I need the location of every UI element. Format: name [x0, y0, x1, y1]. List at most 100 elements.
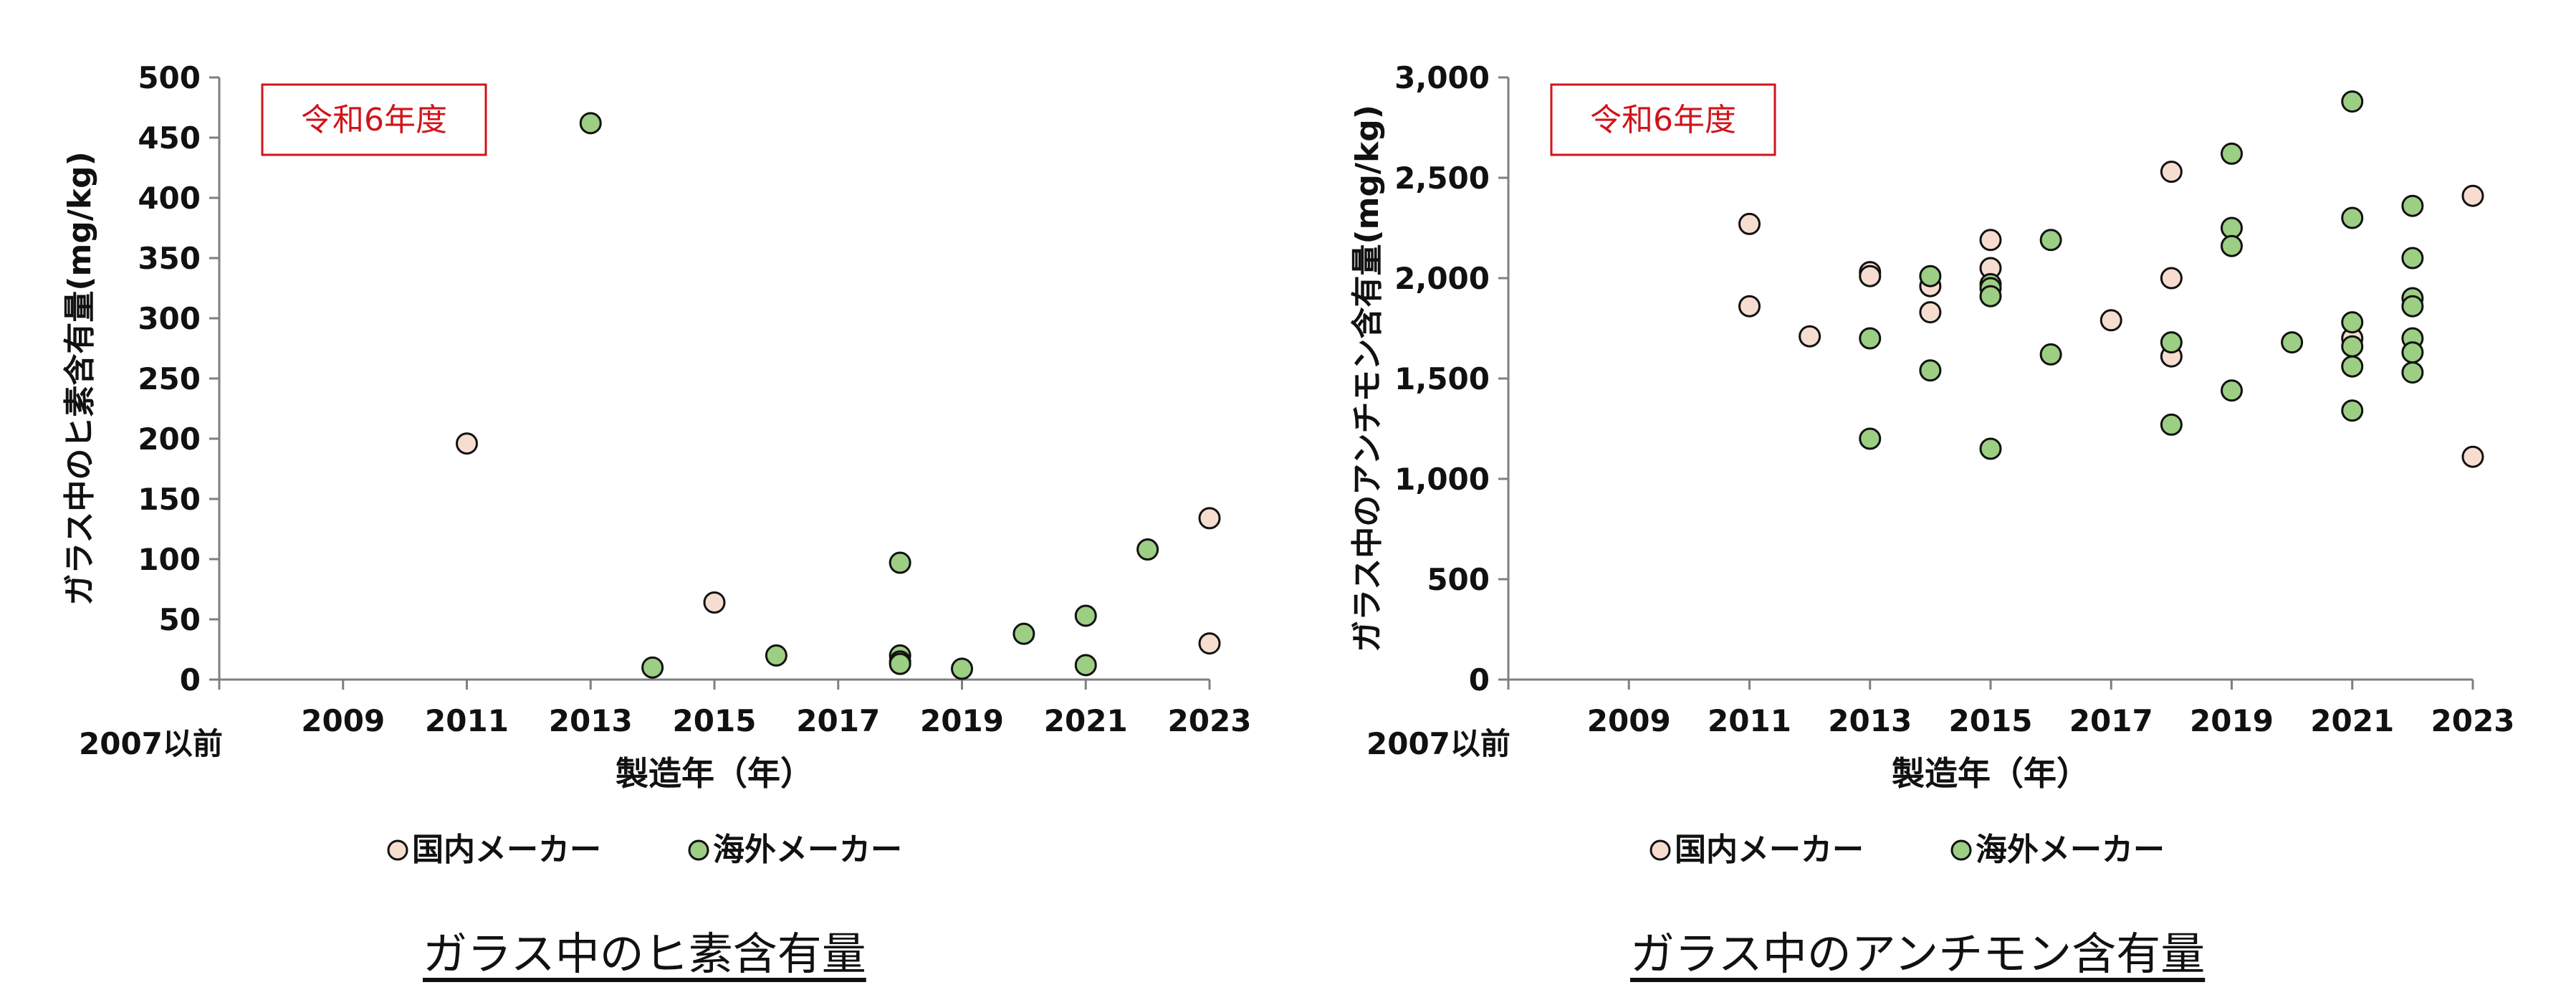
y-tick-label: 0 [180, 662, 201, 697]
domestic-data-point [1859, 265, 1882, 287]
legend-domestic-marker [387, 839, 408, 861]
y-tick-label: 500 [138, 60, 201, 95]
overseas-data-point [2401, 295, 2424, 318]
domestic-data-point [1198, 632, 1221, 655]
antimony-chart-panel: 0 500 1,000 1,500 2,000 2,500 3,000 2007以前 2009 2… [1288, 0, 2576, 1000]
y-tick-label: 2,500 [1394, 161, 1490, 196]
domestic-data-point [456, 432, 478, 455]
domestic-data-point [2461, 445, 2484, 468]
arsenic-scatter-chart: 0 50 100 150 200 250 300 350 400 450 500 2007以前 2009… [62, 60, 1252, 868]
x-tick-label: 2011 [425, 703, 509, 738]
year-badge-label: 令和6年度 [301, 102, 447, 138]
domestic-data-point [1799, 325, 1821, 348]
overseas-data-point [1979, 437, 2002, 460]
legend-domestic-label: 国内メーカー [1675, 832, 1864, 868]
domestic-data-point [1198, 507, 1221, 530]
overseas-data-point [1859, 327, 1882, 350]
y-tick-label: 400 [138, 181, 201, 216]
x-tick-label: 2013 [549, 703, 633, 738]
antimony-scatter-chart: 0 500 1,000 1,500 2,000 2,500 3,000 2007以前 2009 2… [1349, 60, 2515, 868]
legend-overseas-label: 海外メーカー [713, 832, 902, 868]
x-tick-label: 2017 [2069, 703, 2153, 738]
x-tick-label: 2019 [2190, 703, 2274, 738]
y-tick-label: 200 [138, 422, 201, 457]
antimony-chart-title: ガラス中のアンチモン含有量 [1630, 928, 2206, 980]
overseas-data-point [2341, 90, 2364, 113]
domestic-data-point [1738, 212, 1761, 235]
overseas-data-point [641, 656, 664, 679]
domestic-data-point [1979, 229, 2002, 252]
legend-domestic-marker [1649, 839, 1671, 861]
x-tick-label: 2015 [1949, 703, 2033, 738]
overseas-data-point [1919, 265, 1942, 287]
x-tick-label: 2011 [1708, 703, 1791, 738]
overseas-data-point [2221, 234, 2243, 257]
legend-overseas-label: 海外メーカー [1976, 832, 2165, 868]
overseas-data-point [2039, 229, 2062, 252]
x-tick-label: 2007以前 [1366, 726, 1510, 761]
year-badge-box [1550, 83, 1776, 156]
y-tick-label: 500 [1427, 562, 1490, 597]
y-tick-label: 100 [138, 542, 201, 577]
x-tick-label: 2009 [301, 703, 385, 738]
legend-overseas-marker [688, 839, 709, 861]
arsenic-chart-title: ガラス中のヒ素含有量 [423, 928, 866, 980]
overseas-data-point [1859, 427, 1882, 450]
y-tick-label: 1,500 [1394, 361, 1490, 396]
y-tick-label: 3,000 [1394, 60, 1490, 95]
overseas-data-point [2039, 343, 2062, 366]
overseas-data-point [2401, 341, 2424, 364]
x-tick-label: 2023 [2431, 703, 2515, 738]
arsenic-chart-panel: 0 50 100 150 200 250 300 350 400 450 500 2007以前 2009… [62, 60, 1252, 868]
y-tick-label: 450 [138, 120, 201, 156]
x-tick-label: 2015 [673, 703, 757, 738]
overseas-data-point [951, 657, 973, 680]
legend-domestic-label: 国内メーカー [412, 832, 601, 868]
legend-overseas-marker [1950, 839, 1972, 861]
year-badge-box [261, 83, 487, 156]
x-tick-label: 2019 [920, 703, 1004, 738]
y-tick-label: 50 [159, 602, 201, 637]
y-tick-label: 1,000 [1394, 462, 1490, 497]
overseas-data-point [1074, 604, 1097, 627]
overseas-data-point [2160, 331, 2183, 354]
overseas-data-point [1979, 285, 2002, 308]
x-tick-label: 2021 [2310, 703, 2394, 738]
x-tick-label: 2013 [1828, 703, 1912, 738]
overseas-data-point [2221, 379, 2243, 402]
overseas-data-point [2401, 247, 2424, 270]
y-tick-label: 2,000 [1394, 261, 1490, 296]
domestic-data-point [2160, 267, 2183, 290]
overseas-data-point [2401, 361, 2424, 384]
overseas-data-point [1074, 654, 1097, 677]
y-tick-label: 350 [138, 241, 201, 276]
overseas-data-point [2401, 194, 2424, 217]
overseas-data-point [579, 112, 602, 135]
x-tick-label: 2023 [1168, 703, 1252, 738]
overseas-data-point [2341, 355, 2364, 378]
overseas-data-point [2160, 413, 2183, 436]
y-tick-label: 300 [138, 301, 201, 336]
overseas-data-point [2341, 335, 2364, 358]
overseas-data-point [1012, 622, 1035, 645]
domestic-data-point [2160, 161, 2183, 184]
domestic-data-point [703, 591, 726, 614]
x-tick-label: 2007以前 [79, 726, 223, 761]
y-axis-title: ガラス中のヒ素含有量(mg/kg) [62, 151, 98, 606]
y-axis-title: ガラス中のアンチモン含有量(mg/kg) [1349, 105, 1386, 652]
overseas-data-point [2341, 206, 2364, 229]
overseas-data-point [889, 652, 911, 675]
overseas-data-point [1136, 538, 1159, 561]
overseas-data-point [1919, 359, 1942, 382]
overseas-data-point [765, 644, 787, 667]
y-tick-label: 0 [1469, 662, 1490, 697]
overseas-data-point [2341, 399, 2364, 422]
domestic-data-point [2099, 309, 2122, 332]
overseas-data-point [2281, 331, 2304, 354]
overseas-data-point [2221, 142, 2243, 165]
overseas-data-point [889, 551, 911, 574]
x-tick-label: 2009 [1587, 703, 1671, 738]
x-tick-label: 2017 [796, 703, 880, 738]
overseas-data-point [2341, 311, 2364, 334]
year-badge-label: 令和6年度 [1590, 102, 1736, 138]
